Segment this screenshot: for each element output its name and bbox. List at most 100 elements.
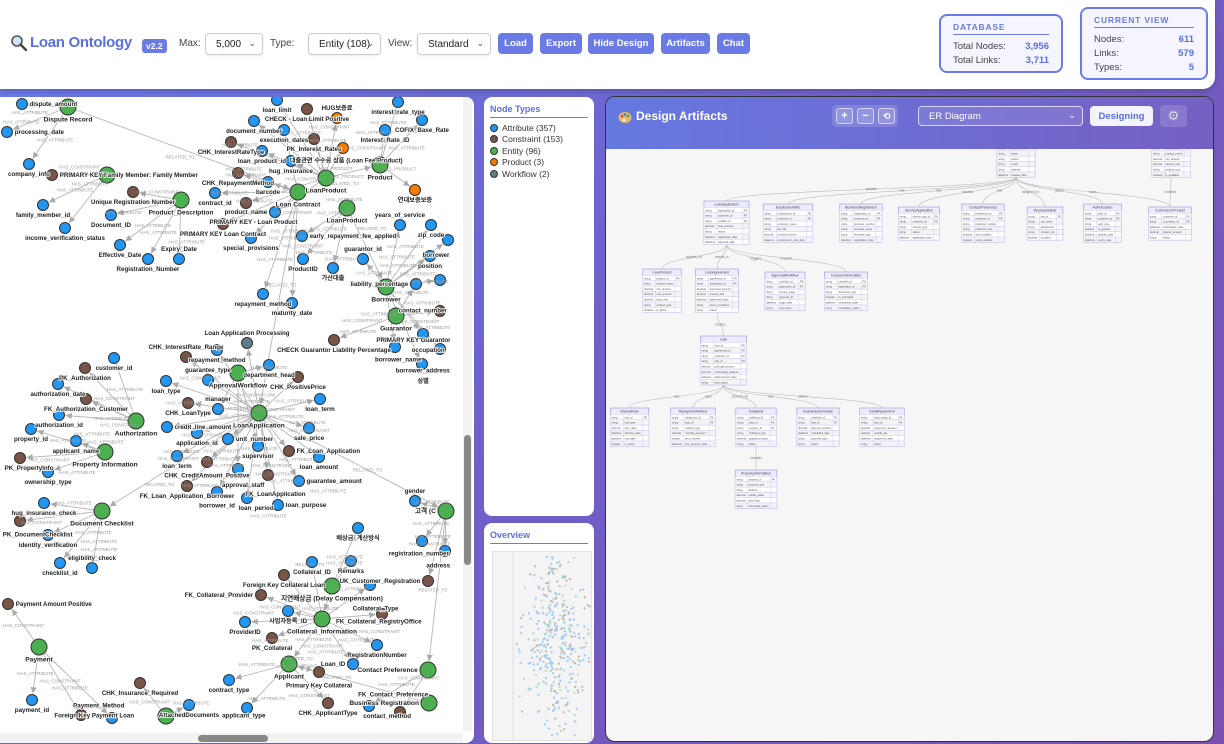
designing-button[interactable]: Designing [1090,106,1153,126]
diagram-type-select[interactable]: ER Diagram ⌄ [918,106,1083,126]
graph-node-attribute[interactable] [303,422,315,434]
graph-node-attribute[interactable] [417,328,429,340]
graph-node-constraint[interactable] [266,632,278,644]
er-table[interactable]: CrProductstringcr_product_idPKstringprod… [1151,149,1191,178]
graph-node-attribute[interactable] [239,616,251,628]
attribute-node-icon[interactable] [271,97,283,106]
legend-item[interactable]: Constraint (153) [490,134,588,146]
graph-node-workflow[interactable] [241,337,253,349]
graph-node-attribute[interactable] [59,222,71,234]
er-table[interactable]: Loan string loan_id PK string agreement_id FK s… [700,335,747,386]
graph-node-attribute[interactable] [53,409,65,421]
attribute-node-icon[interactable] [105,209,117,221]
constraint-node-icon[interactable] [75,709,87,721]
attribute-node-icon[interactable] [262,176,274,188]
graph-node-constraint[interactable] [322,697,334,709]
vertical-scrollbar[interactable] [463,97,472,731]
graph-node-attribute[interactable] [257,288,269,300]
graph-node-constraint[interactable] [201,456,213,468]
constraint-node-icon[interactable] [14,515,26,527]
graph-node-attribute[interactable] [70,435,82,447]
graph-node-attribute[interactable] [371,639,383,651]
graph-node-constraint[interactable] [262,469,274,481]
graph-node-attribute[interactable] [16,98,28,110]
attribute-node-icon[interactable] [416,114,428,126]
graph-node-entity[interactable] [127,412,145,430]
graph-node-constraint[interactable] [255,589,267,601]
graph-node-entity[interactable] [323,577,341,595]
graph-node-constraint[interactable] [240,197,252,209]
graph-node-product[interactable] [337,142,349,154]
graph-node-constraint[interactable] [180,351,192,363]
entity-node-icon[interactable] [172,191,190,209]
graph-node-entity[interactable] [93,502,111,520]
graph-node-attribute[interactable] [252,440,264,452]
graph-node-attribute[interactable] [209,187,221,199]
graph-node-attribute[interactable] [108,352,120,364]
entity-node-icon[interactable] [30,638,48,656]
graph-node-attribute[interactable] [416,114,428,126]
constraint-node-icon[interactable] [232,167,244,179]
attribute-node-icon[interactable] [410,278,422,290]
graph-node-attribute[interactable] [263,359,275,371]
entity-node-icon[interactable] [317,169,335,187]
gear-icon[interactable]: ⚙ [1160,105,1187,127]
graph-node-attribute[interactable] [241,702,253,714]
graph-node-constraint[interactable] [75,709,87,721]
graph-node-attribute[interactable] [313,451,325,463]
er-table[interactable]: Collateral string collateral_id PK string loa… [735,407,777,447]
attribute-node-icon[interactable] [183,699,195,711]
graph-node-constraint[interactable] [127,186,139,198]
product-node-icon[interactable] [409,184,421,196]
attribute-node-icon[interactable] [191,427,203,439]
attribute-node-icon[interactable] [209,187,221,199]
attribute-node-icon[interactable] [363,700,375,712]
graph-node-entity[interactable] [420,694,438,712]
graph-node-entity[interactable] [250,404,268,422]
graph-node-constraint[interactable] [278,569,290,581]
attribute-node-icon[interactable] [232,463,244,475]
constraint-node-icon[interactable] [313,666,325,678]
graph-node-attribute[interactable] [86,562,98,574]
graph-node-attribute[interactable] [211,344,223,356]
attribute-node-icon[interactable] [241,492,253,504]
graph-node-constraint[interactable] [313,666,325,678]
graph-node-constraint[interactable] [301,103,313,115]
graph-node-attribute[interactable] [327,262,339,274]
attribute-node-icon[interactable] [313,451,325,463]
graph-node-attribute[interactable] [286,297,298,309]
graph-node-entity[interactable] [387,307,405,325]
attribute-node-icon[interactable] [211,344,223,356]
graph-node-attribute[interactable] [424,250,436,262]
graph-node-constraint[interactable] [2,598,14,610]
attribute-node-icon[interactable] [425,219,437,231]
attribute-node-icon[interactable] [364,579,376,591]
graph-node-entity[interactable] [338,199,356,217]
graph-node-constraint[interactable] [328,334,340,346]
attribute-node-icon[interactable] [114,239,126,251]
graph-node-attribute[interactable] [363,700,375,712]
attribute-node-icon[interactable] [38,497,50,509]
attribute-node-icon[interactable] [297,253,309,265]
attribute-node-icon[interactable] [379,124,391,136]
graph-node-entity[interactable] [280,655,298,673]
graph-node-attribute[interactable] [272,499,284,511]
graph-node-attribute[interactable] [248,115,260,127]
er-diagram[interactable]: Customerstringcustomer_idPKstringnamestr… [606,149,1214,742]
attribute-node-icon[interactable] [347,658,359,670]
attribute-node-icon[interactable] [16,98,28,110]
graph-node-constraint[interactable] [232,167,244,179]
entity-node-icon[interactable] [157,707,175,725]
constraint-node-icon[interactable] [180,351,192,363]
constraint-node-icon[interactable] [201,456,213,468]
entity-node-icon[interactable] [371,156,389,174]
export-button[interactable]: Export [540,33,582,54]
constraint-node-icon[interactable] [255,589,267,601]
graph-node-attribute[interactable] [171,450,183,462]
